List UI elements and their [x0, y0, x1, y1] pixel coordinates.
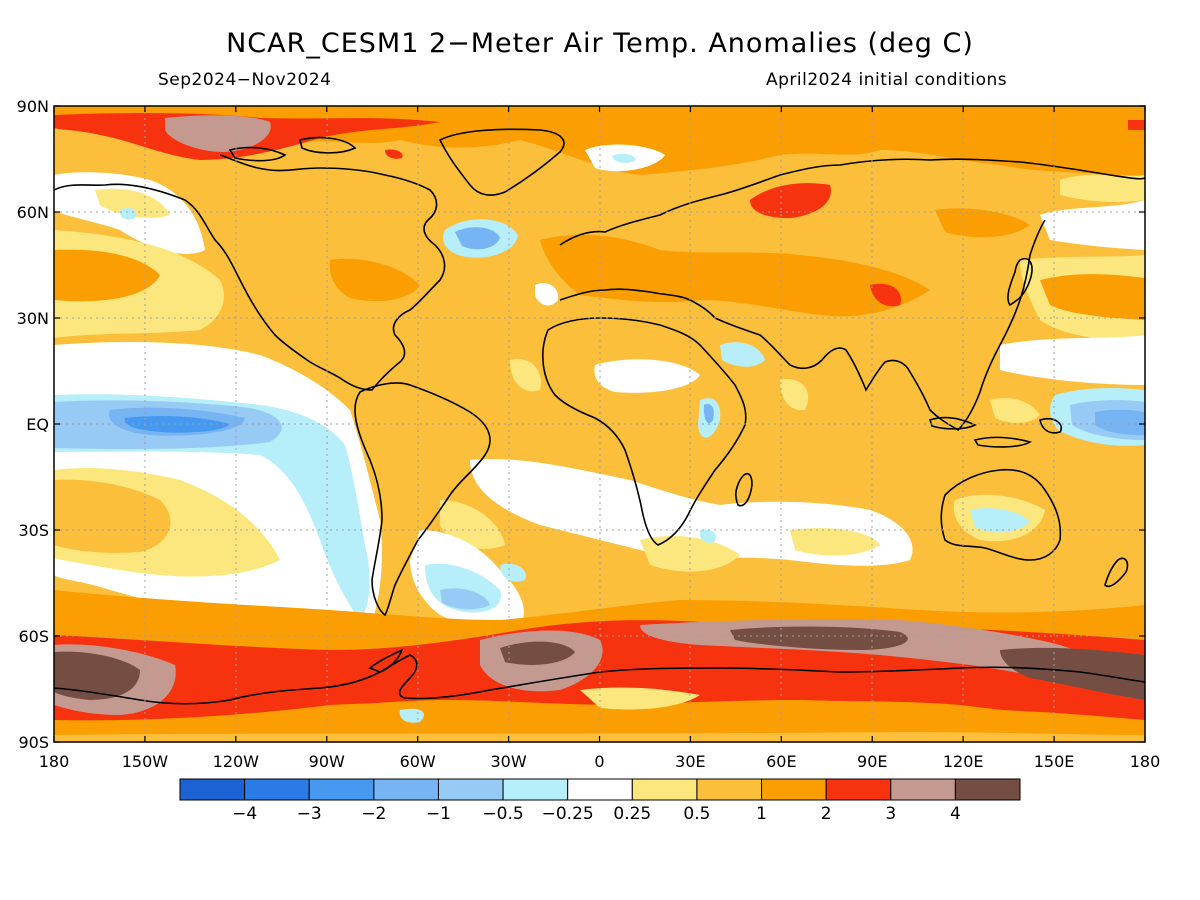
lon-label: 90W	[309, 752, 345, 771]
lon-label: 180	[1130, 752, 1161, 771]
lat-label: 60N	[17, 203, 49, 222]
longitude-labels: 180 150W 120W 90W 60W 30W 0 30E 60E 90E 120E 150E 18…	[39, 752, 1161, 771]
lon-label: 30E	[675, 752, 705, 771]
colorbar-label: −2	[361, 804, 386, 824]
colorbar-label: 1	[756, 804, 767, 824]
colorbar-swatch	[631, 778, 698, 801]
lon-label: 150W	[122, 752, 169, 771]
colorbar-swatch	[437, 778, 504, 801]
colorbar-swatch	[890, 778, 956, 801]
colorbar-label: 2	[821, 804, 832, 824]
initial-conditions: April2024 initial conditions	[766, 70, 1008, 90]
lon-label: 150E	[1034, 752, 1075, 771]
colorbar-swatch	[825, 778, 892, 801]
colorbar-swatch	[696, 778, 763, 801]
lon-label: 180	[39, 752, 70, 771]
colorbar-swatch	[761, 778, 827, 801]
axis-ticks	[53, 105, 1146, 743]
grid-lines	[54, 106, 1145, 742]
colorbar-swatch	[179, 778, 246, 801]
colorbar-label: −4	[232, 804, 257, 824]
colorbar-swatch	[954, 778, 1021, 801]
colorbar-label: −3	[297, 804, 322, 824]
lon-label: 120E	[943, 752, 984, 771]
lat-label: 90S	[18, 733, 49, 752]
colorbar-labels: −4 −3 −2 −1 −0.5 −0.25 0.25 0.5 1 2 3 4	[232, 804, 961, 824]
colorbar-label: −0.5	[482, 804, 523, 824]
colorbar-label: 0.5	[683, 804, 710, 824]
colorbar-label: 3	[885, 804, 896, 824]
lat-label: 90N	[17, 97, 49, 116]
colorbar-swatch	[567, 778, 633, 801]
colorbar-label: −1	[426, 804, 451, 824]
lat-label: 30N	[17, 309, 49, 328]
lon-label: 60W	[400, 752, 436, 771]
colorbar-label: −0.25	[542, 804, 594, 824]
lat-label: EQ	[26, 415, 49, 434]
colorbar-label: 0.25	[613, 804, 651, 824]
lon-label: 120W	[213, 752, 260, 771]
colorbar-label: 4	[950, 804, 961, 824]
lon-label: 0	[594, 752, 604, 771]
colorbar-swatch	[308, 778, 375, 801]
lon-label: 60E	[766, 752, 796, 771]
colorbar	[179, 778, 1021, 801]
colorbar-swatch	[244, 778, 310, 801]
colorbar-swatch	[373, 778, 439, 801]
lon-label: 90E	[857, 752, 887, 771]
map-title: NCAR_CESM1 2−Meter Air Temp. Anomalies (…	[226, 28, 974, 59]
colorbar-swatch	[502, 778, 569, 801]
forecast-period: Sep2024−Nov2024	[158, 70, 332, 90]
latitude-labels: 90N 60N 30N EQ 30S 60S 90S	[17, 97, 49, 752]
lon-label: 30W	[490, 752, 526, 771]
coastlines	[54, 128, 1145, 705]
lat-label: 30S	[18, 521, 49, 540]
lat-label: 60S	[18, 627, 49, 646]
